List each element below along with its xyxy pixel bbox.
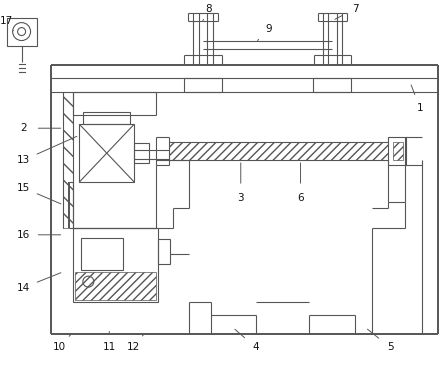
- Text: 8: 8: [206, 4, 212, 14]
- Text: 10: 10: [53, 342, 66, 352]
- Text: 13: 13: [17, 155, 30, 165]
- Text: 11: 11: [103, 342, 116, 352]
- Text: 3: 3: [238, 193, 244, 203]
- Text: 7: 7: [352, 4, 359, 14]
- Bar: [393, 142, 403, 160]
- Bar: [7, 18, 36, 46]
- Bar: [75, 272, 156, 300]
- Text: 2: 2: [20, 123, 27, 133]
- Bar: [79, 124, 134, 182]
- Bar: [169, 142, 388, 160]
- Text: 15: 15: [17, 183, 30, 193]
- Bar: [73, 228, 158, 302]
- Text: 16: 16: [17, 230, 30, 240]
- Bar: [83, 112, 130, 124]
- Bar: [63, 92, 73, 228]
- Bar: [158, 239, 170, 264]
- Text: 6: 6: [297, 193, 304, 203]
- Text: 14: 14: [17, 283, 30, 293]
- Bar: [81, 238, 123, 270]
- Bar: [134, 143, 149, 163]
- Text: 12: 12: [127, 342, 140, 352]
- Bar: [388, 137, 406, 165]
- Text: 9: 9: [266, 24, 272, 34]
- Text: 1: 1: [417, 103, 424, 113]
- Text: 5: 5: [387, 342, 393, 352]
- Text: 17: 17: [0, 16, 13, 26]
- Text: 4: 4: [252, 342, 259, 352]
